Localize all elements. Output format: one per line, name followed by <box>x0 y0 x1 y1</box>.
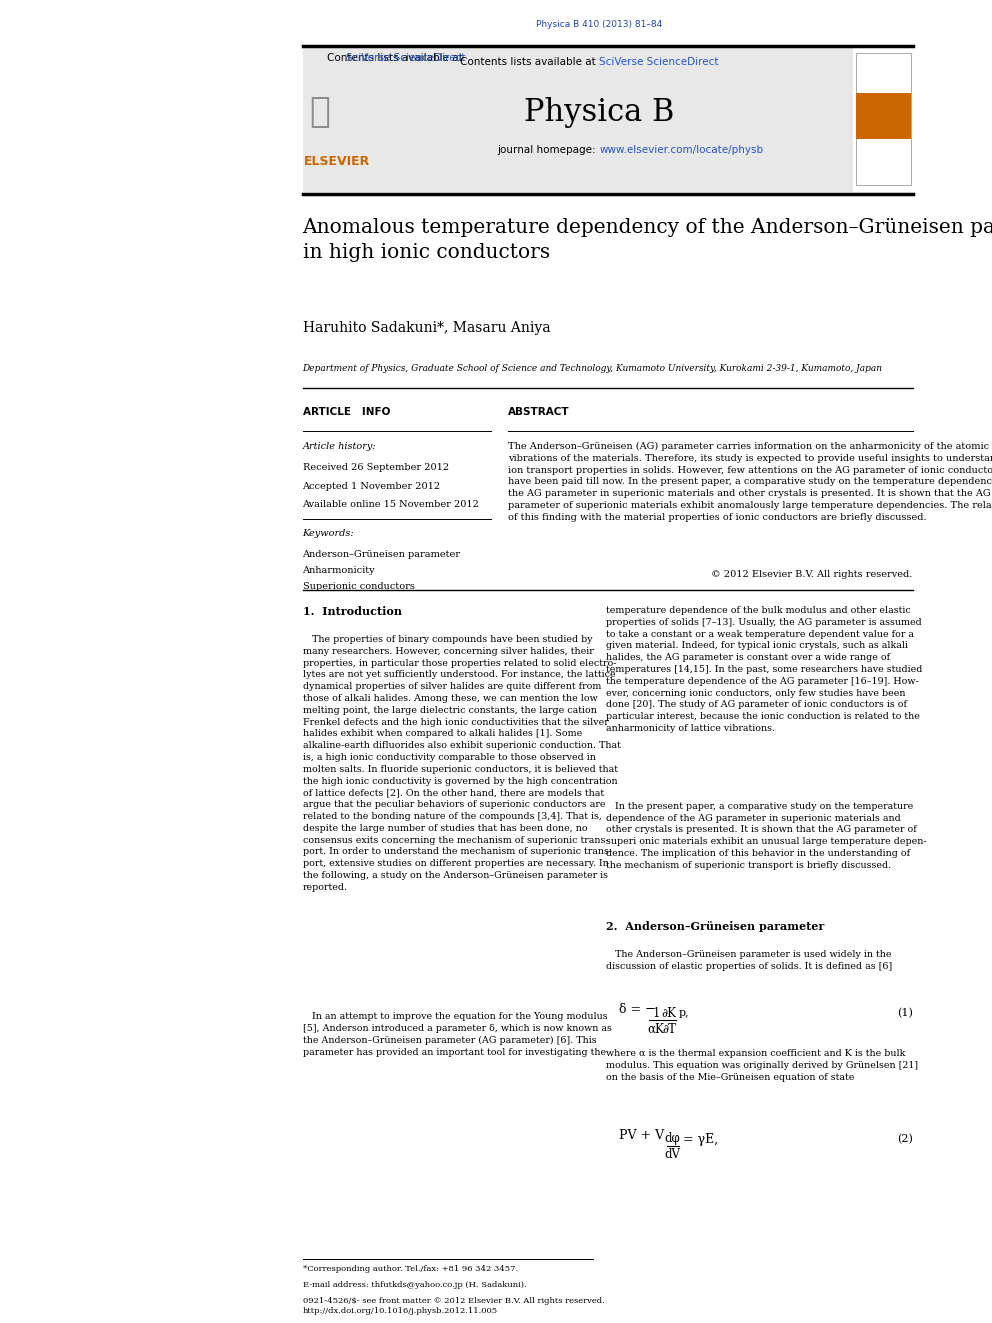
Text: Superionic conductors: Superionic conductors <box>303 582 415 591</box>
Text: Contents lists available at: Contents lists available at <box>326 53 466 64</box>
Text: 🌳: 🌳 <box>310 95 330 130</box>
Text: journal homepage:: journal homepage: <box>497 144 599 155</box>
Text: Anharmonicity: Anharmonicity <box>303 566 375 576</box>
Text: E-mail address: thfutkds@yahoo.co.jp (H. Sadakuni).: E-mail address: thfutkds@yahoo.co.jp (H.… <box>303 1281 526 1289</box>
Text: 1: 1 <box>652 1007 660 1020</box>
Text: Received 26 September 2012: Received 26 September 2012 <box>303 463 448 472</box>
Text: Keywords:: Keywords: <box>303 529 354 538</box>
Text: Accepted 1 November 2012: Accepted 1 November 2012 <box>303 482 440 491</box>
Text: Contents lists available at: Contents lists available at <box>460 57 599 67</box>
Text: In an attempt to improve the equation for the Young modulus
[5], Anderson introd: In an attempt to improve the equation fo… <box>303 1012 611 1057</box>
Text: *Corresponding author. Tel./fax: +81 96 342 3457.: *Corresponding author. Tel./fax: +81 96 … <box>303 1265 518 1273</box>
Text: ABSTRACT: ABSTRACT <box>508 407 569 418</box>
Text: 0921-4526/$- see front matter © 2012 Elsevier B.V. All rights reserved.: 0921-4526/$- see front matter © 2012 Els… <box>303 1297 604 1304</box>
Text: The Anderson–Grüneisen parameter is used widely in the
discussion of elastic pro: The Anderson–Grüneisen parameter is used… <box>606 950 892 971</box>
Text: = γE,: = γE, <box>682 1132 717 1146</box>
Text: Physica B 410 (2013) 81–84: Physica B 410 (2013) 81–84 <box>536 20 663 29</box>
Text: Article history:: Article history: <box>303 442 376 451</box>
Text: http://dx.doi.org/10.1016/j.physb.2012.11.005: http://dx.doi.org/10.1016/j.physb.2012.1… <box>303 1307 498 1315</box>
Text: (2): (2) <box>897 1134 913 1144</box>
Text: p,: p, <box>680 1008 689 1019</box>
Text: © 2012 Elsevier B.V. All rights reserved.: © 2012 Elsevier B.V. All rights reserved… <box>711 570 913 579</box>
Text: dφ: dφ <box>665 1132 681 1146</box>
Text: SciVerse ScienceDirect: SciVerse ScienceDirect <box>0 53 466 64</box>
Text: Haruhito Sadakuni*, Masaru Aniya: Haruhito Sadakuni*, Masaru Aniya <box>303 321 551 336</box>
Text: 2.  Anderson–Grüneisen parameter: 2. Anderson–Grüneisen parameter <box>606 921 824 931</box>
Text: (1): (1) <box>897 1008 913 1019</box>
Text: Available online 15 November 2012: Available online 15 November 2012 <box>303 500 479 509</box>
Text: 1.  Introduction: 1. Introduction <box>303 606 402 617</box>
Text: dV: dV <box>665 1148 681 1162</box>
Text: Physica B: Physica B <box>524 97 675 127</box>
Text: δ = −: δ = − <box>619 1003 656 1016</box>
Text: temperature dependence of the bulk modulus and other elastic
properties of solid: temperature dependence of the bulk modul… <box>606 606 923 733</box>
FancyBboxPatch shape <box>303 46 852 192</box>
Text: The Anderson–Grüneisen (AG) parameter carries information on the anharmonicity o: The Anderson–Grüneisen (AG) parameter ca… <box>508 442 992 521</box>
Text: ELSEVIER: ELSEVIER <box>304 155 370 168</box>
Text: SciVerse ScienceDirect: SciVerse ScienceDirect <box>599 57 718 67</box>
Text: Department of Physics, Graduate School of Science and Technology, Kumamoto Unive: Department of Physics, Graduate School o… <box>303 364 883 373</box>
Text: where α is the thermal expansion coefficient and K is the bulk
modulus. This equ: where α is the thermal expansion coeffic… <box>606 1049 918 1082</box>
Text: ARTICLE   INFO: ARTICLE INFO <box>303 407 390 418</box>
Text: PV + V: PV + V <box>619 1129 665 1142</box>
Text: Anderson–Grüneisen parameter: Anderson–Grüneisen parameter <box>303 550 460 560</box>
Text: The properties of binary compounds have been studied by
many researchers. Howeve: The properties of binary compounds have … <box>303 635 620 892</box>
Text: ∂T: ∂T <box>663 1023 677 1036</box>
FancyBboxPatch shape <box>856 53 911 185</box>
Text: Anomalous temperature dependency of the Anderson–Grüneisen parameters
in high io: Anomalous temperature dependency of the … <box>303 218 992 262</box>
FancyBboxPatch shape <box>856 93 911 139</box>
Text: PHYSICA: PHYSICA <box>858 60 892 66</box>
Text: ∂K: ∂K <box>662 1007 677 1020</box>
Text: www.elsevier.com/locate/physb: www.elsevier.com/locate/physb <box>599 144 763 155</box>
Text: αK: αK <box>648 1023 665 1036</box>
Text: In the present paper, a comparative study on the temperature
dependence of the A: In the present paper, a comparative stud… <box>606 802 927 869</box>
